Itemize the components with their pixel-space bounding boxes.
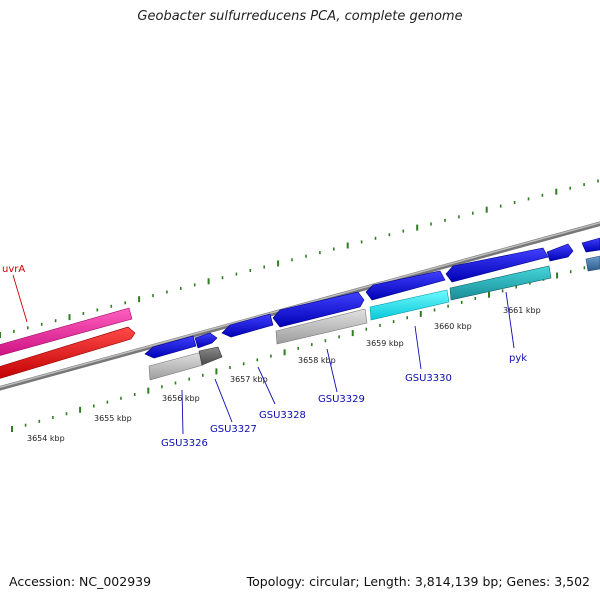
genome-summary-text: Topology: circular; Length: 3,814,139 bp… xyxy=(246,574,590,589)
gene-gsu3328-blue xyxy=(221,313,274,338)
kbp-label-3660: 3660 kbp xyxy=(434,322,472,331)
kbp-label-3657: 3657 kbp xyxy=(230,375,268,384)
outer-minor-ticks xyxy=(0,179,599,338)
kbp-label-3661: 3661 kbp xyxy=(503,306,541,315)
gene-gsu3329-blue xyxy=(272,291,365,328)
gene-gsu3327-blue xyxy=(194,332,218,349)
gsu3326-label-line xyxy=(181,389,184,435)
pyk-label-line xyxy=(505,291,515,349)
gsu3330-label-line xyxy=(414,325,422,370)
genome-backbone-highlight xyxy=(0,221,600,389)
gene-label-gsu3326: GSU3326 xyxy=(161,438,208,449)
kbp-label-3658: 3658 kbp xyxy=(298,356,336,365)
gene-label-gsu3330: GSU3330 xyxy=(405,373,452,384)
gene-gray-1 xyxy=(148,351,204,381)
gene-blue-right-1 xyxy=(546,243,574,262)
kbp-label-3659: 3659 kbp xyxy=(366,339,404,348)
uvra-label-line xyxy=(12,274,28,323)
gene-red xyxy=(0,326,136,379)
gene-label-gsu3328: GSU3328 xyxy=(259,410,306,421)
gene-gray-2 xyxy=(275,308,368,345)
kbp-label-3656: 3656 kbp xyxy=(162,394,200,403)
gene-label-uvra: uvrA xyxy=(2,264,25,275)
gene-label-gsu3327: GSU3327 xyxy=(210,424,257,435)
kbp-label-3654: 3654 kbp xyxy=(27,434,65,443)
map-title: Geobacter sulfurreducens PCA, complete g… xyxy=(137,9,463,24)
gene-teal xyxy=(449,265,552,301)
gsu3329-label-line xyxy=(326,348,338,393)
gene-gsu3326-blue xyxy=(144,335,197,359)
gsu3327-label-line xyxy=(214,378,233,423)
gene-blue-right-2 xyxy=(581,237,600,253)
gene-label-gsu3329: GSU3329 xyxy=(318,394,365,405)
gene-label-pyk: pyk xyxy=(509,353,527,364)
gene-cyan-rna xyxy=(369,289,450,321)
gene-gsu3330-blue xyxy=(365,270,446,301)
gene-darkgray xyxy=(198,346,223,366)
kbp-label-3655: 3655 kbp xyxy=(94,414,132,423)
gene-pyk-blue xyxy=(445,247,549,283)
gene-steel xyxy=(585,255,600,272)
gsu3328-label-line xyxy=(257,366,276,405)
gene-uvra-pink xyxy=(0,307,133,356)
accession-text: Accession: NC_002939 xyxy=(9,574,152,589)
